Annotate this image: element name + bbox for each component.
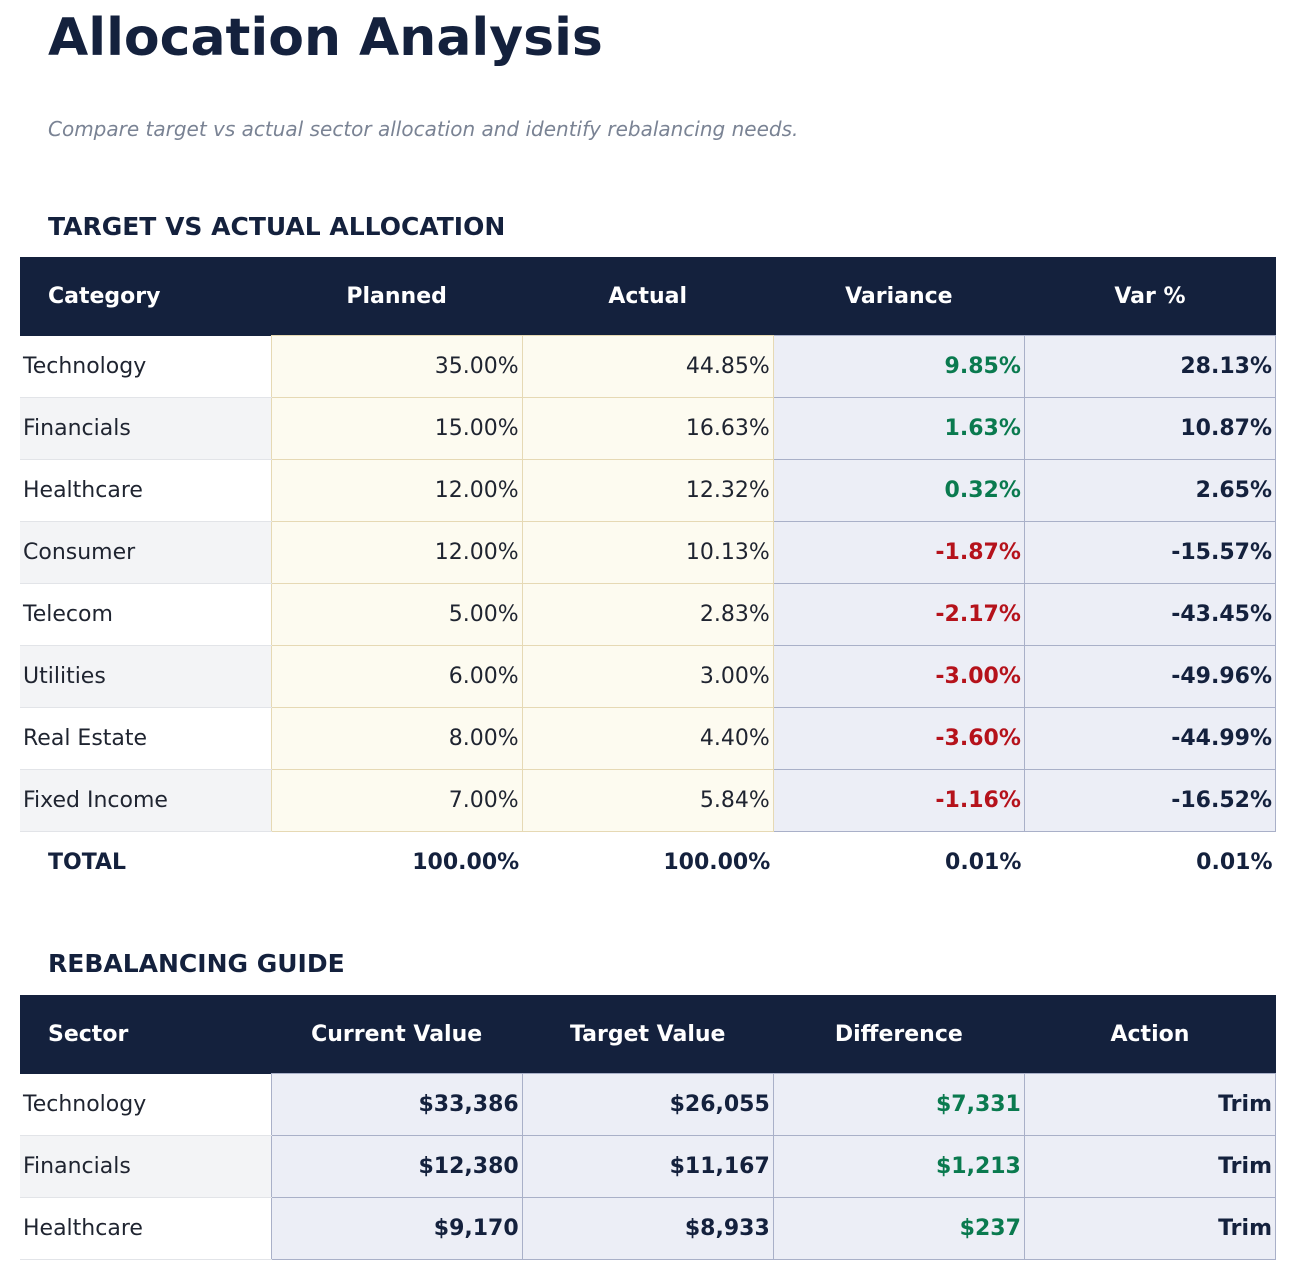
table-row: Financials 15.00% 16.63% 1.63% 10.87% [20,397,1277,460]
table-row: Financials $12,380 $11,167 $1,213 Trim [20,1135,1277,1198]
table-row: Healthcare $9,170 $8,933 $237 Trim [20,1197,1277,1260]
table-cell: 3.00% [521,645,774,708]
column-header: Action [1024,995,1276,1074]
table-cell: 1.63% [772,397,1025,460]
table-cell: 6.00% [270,645,523,708]
table-cell: $8,933 [521,1197,774,1260]
row-label: Healthcare [20,459,272,522]
page-title: Allocation Analysis [48,8,603,68]
column-header: Sector [20,995,272,1074]
table-row: Technology $33,386 $26,055 $7,331 Trim [20,1073,1277,1136]
table-cell: -3.00% [772,645,1025,708]
table-cell: $9,170 [270,1197,523,1260]
table-cell: 10.87% [1023,397,1277,460]
column-header: Planned [271,257,523,336]
table-cell: 10.13% [521,521,774,584]
row-label: Financials [20,1135,272,1198]
table-row: Telecom 5.00% 2.83% -2.17% -43.45% [20,583,1277,646]
table-cell: 15.00% [270,397,523,460]
row-label: Technology [20,1073,272,1136]
total-cell: 0.01% [773,831,1025,893]
column-header: Difference [773,995,1025,1074]
table-cell: 12.00% [270,459,523,522]
row-label: Fixed Income [20,769,272,832]
table-cell: 12.00% [270,521,523,584]
table-cell: $237 [772,1197,1025,1260]
column-header: Target Value [522,995,774,1074]
table-row: Healthcare 12.00% 12.32% 0.32% 2.65% [20,459,1277,522]
table-row: Consumer 12.00% 10.13% -1.87% -15.57% [20,521,1277,584]
table-cell: 35.00% [270,335,523,398]
row-label: Real Estate [20,707,272,770]
row-label: Healthcare [20,1197,272,1260]
header-row: Sector Current Value Target Value Differenc… [20,995,1276,1074]
table-cell: Trim [1023,1073,1277,1136]
column-header: Var % [1024,257,1276,336]
row-label: Consumer [20,521,272,584]
table-body: Technology $33,386 $26,055 $7,331 Trim Financ… [20,1073,1277,1260]
column-header: Variance [773,257,1025,336]
table-cell: $7,331 [772,1073,1025,1136]
section-heading: TARGET VS ACTUAL ALLOCATION [48,212,506,241]
table-cell: 9.85% [772,335,1025,398]
column-header: Category [20,257,272,336]
table-body: Technology 35.00% 44.85% 9.85% 28.13% Financi… [20,335,1277,893]
table-cell: 5.84% [521,769,774,832]
table-cell: -1.87% [772,521,1025,584]
total-cell: 100.00% [522,831,774,893]
total-row: TOTAL 100.00% 100.00% 0.01% 0.01% [20,831,1276,893]
data-table: Category Planned Actual Variance Var % Techno… [20,257,1277,893]
total-cell: 100.00% [271,831,523,893]
table-row: Real Estate 8.00% 4.40% -3.60% -44.99% [20,707,1277,770]
table-head: Sector Current Value Target Value Differenc… [20,995,1276,1074]
row-label: Financials [20,397,272,460]
table-cell: -3.60% [772,707,1025,770]
table-cell: $1,213 [772,1135,1025,1198]
row-label: Technology [20,335,272,398]
table-cell: -15.57% [1023,521,1277,584]
table-cell: $33,386 [270,1073,523,1136]
table-row: Fixed Income 7.00% 5.84% -1.16% -16.52% [20,769,1277,832]
header-row: Category Planned Actual Variance Var % [20,257,1276,336]
table-cell: $12,380 [270,1135,523,1198]
table-cell: $26,055 [521,1073,774,1136]
table-cell: 4.40% [521,707,774,770]
total-cell: 0.01% [1024,831,1276,893]
column-header: Current Value [271,995,523,1074]
table-cell: 2.65% [1023,459,1277,522]
table-row: Technology 35.00% 44.85% 9.85% 28.13% [20,335,1277,398]
table-cell: -1.16% [772,769,1025,832]
table-cell: 8.00% [270,707,523,770]
row-label: Telecom [20,583,272,646]
row-label: Utilities [20,645,272,708]
table-cell: -2.17% [772,583,1025,646]
table-head: Category Planned Actual Variance Var % [20,257,1276,336]
section-heading: REBALANCING GUIDE [48,949,345,978]
data-table: Sector Current Value Target Value Differenc… [20,995,1277,1260]
table-cell: -44.99% [1023,707,1277,770]
page-subtitle: Compare target vs actual sector allocati… [48,117,799,141]
table-cell: 2.83% [521,583,774,646]
table-cell: 44.85% [521,335,774,398]
table-cell: 12.32% [521,459,774,522]
table-cell: 7.00% [270,769,523,832]
column-header: Actual [522,257,774,336]
table-cell: 28.13% [1023,335,1277,398]
table-cell: 16.63% [521,397,774,460]
table-cell: -43.45% [1023,583,1277,646]
table-cell: 0.32% [772,459,1025,522]
table-cell: Trim [1023,1135,1277,1198]
table-cell: 5.00% [270,583,523,646]
table-cell: Trim [1023,1197,1277,1260]
table-cell: -49.96% [1023,645,1277,708]
table-row: Utilities 6.00% 3.00% -3.00% -49.96% [20,645,1277,708]
total-label: TOTAL [20,831,272,893]
table-cell: -16.52% [1023,769,1277,832]
table-cell: $11,167 [521,1135,774,1198]
